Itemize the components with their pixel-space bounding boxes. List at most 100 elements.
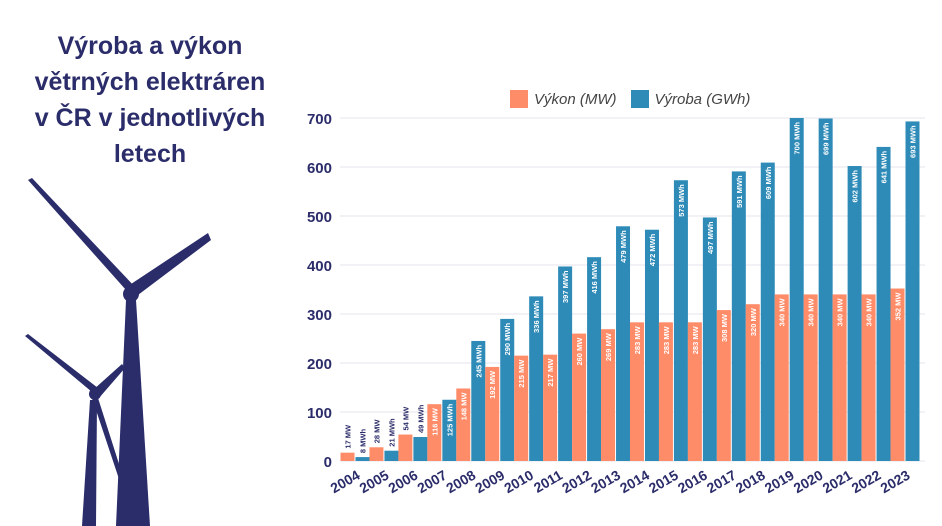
title-line: větrných elektráren [34, 68, 266, 96]
y-tick-label: 500 [307, 209, 332, 226]
y-tick-label: 700 [307, 111, 332, 128]
bar-vyroba [500, 318, 515, 461]
bar-vyroba [789, 118, 804, 461]
data-label: 693 MWh [909, 125, 918, 158]
data-label: 125 MWh [445, 403, 454, 436]
data-label: 700 MWh [793, 122, 802, 155]
y-tick-label: 400 [307, 258, 332, 275]
bar-vyroba [760, 162, 775, 461]
y-tick-label: 200 [307, 356, 332, 373]
y-tick-label: 100 [307, 405, 332, 422]
data-label: 290 MWh [503, 322, 512, 355]
bar-vykon [716, 310, 731, 461]
data-label: 49 MWh [416, 404, 425, 433]
data-label: 340 MW [865, 297, 874, 326]
data-label: 602 MWh [851, 170, 860, 203]
y-tick-label: 0 [324, 454, 332, 471]
bar-vykon [629, 322, 644, 461]
data-label: 245 MWh [474, 345, 483, 378]
data-label: 336 MWh [532, 300, 541, 333]
bar-vykon [369, 447, 384, 461]
data-label: 269 MW [604, 332, 613, 361]
data-label: 591 MWh [735, 175, 744, 208]
data-label: 340 MW [807, 297, 816, 326]
data-label: 148 MW [459, 392, 468, 421]
wind-turbines-illustration [25, 178, 211, 526]
bar-vykon [543, 354, 558, 461]
bar-vyroba [731, 171, 746, 461]
data-label: 472 MWh [648, 233, 657, 266]
bar-vykon [572, 333, 587, 461]
data-label: 283 MW [633, 325, 642, 354]
data-label: 116 MW [430, 407, 439, 435]
data-label: 340 MW [778, 297, 787, 326]
data-label: 260 MW [575, 337, 584, 366]
bar-vyroba [355, 457, 370, 461]
data-label: 641 MWh [880, 151, 889, 184]
data-label: 21 MWh [387, 418, 396, 447]
data-label: 320 MW [749, 307, 758, 336]
bar-vykon [514, 355, 529, 461]
data-label: 308 MW [720, 313, 729, 342]
legend-swatch [630, 90, 649, 108]
bar-vykon [890, 288, 905, 461]
y-tick-label: 600 [307, 160, 332, 177]
title-line: Výroba a výkon [57, 32, 243, 60]
title-line: v ČR v jednotlivých [34, 104, 266, 132]
data-label: 8 MWh [359, 428, 368, 453]
data-label: 340 MW [836, 297, 845, 326]
bar-vykon [745, 304, 760, 461]
page-title: Výroba a výkon větrných elektráren v ČR … [10, 28, 290, 172]
bar-vyroba [702, 217, 717, 461]
data-label: 192 MW [488, 370, 497, 399]
data-label: 28 MW [372, 419, 381, 444]
bar-vykon [398, 434, 413, 461]
bar-vykon [340, 452, 355, 461]
data-label: 17 MW [344, 424, 353, 449]
data-label: 609 MWh [764, 166, 773, 199]
y-tick-label: 300 [307, 307, 332, 324]
legend-item-vyroba: Výroba (GWh) [630, 90, 750, 108]
data-label: 416 MWh [590, 261, 599, 294]
data-label: 479 MWh [619, 230, 628, 263]
bar-vyroba [529, 296, 544, 461]
bar-vykon [456, 388, 471, 461]
bar-vyroba [644, 229, 659, 461]
data-label: 215 MW [517, 359, 526, 388]
data-label: 283 MW [662, 325, 671, 354]
data-label: 397 MWh [561, 270, 570, 303]
legend-label: Výkon (MW) [534, 90, 617, 108]
bar-vyroba [471, 340, 486, 461]
data-label: 217 MW [546, 358, 555, 387]
bar-vyroba [413, 436, 428, 461]
data-label: 283 MW [691, 325, 700, 354]
bar-vykon [774, 294, 789, 461]
data-label: 573 MWh [677, 184, 686, 217]
bar-vykon [687, 322, 702, 461]
bar-vykon [861, 294, 876, 461]
bar-vykon [658, 322, 673, 461]
bar-vykon [485, 366, 500, 461]
data-label: 352 MW [894, 292, 903, 321]
legend-swatch [510, 90, 528, 108]
data-label: 54 MW [401, 406, 410, 431]
bar-vykon [427, 404, 442, 461]
bar-vyroba [587, 257, 602, 461]
bar-vykon [803, 294, 818, 461]
bar-vyroba [558, 266, 573, 461]
bar-vyroba [442, 399, 457, 461]
bar-vyroba [876, 146, 891, 461]
bar-vyroba [847, 166, 862, 461]
bar-vyroba [673, 180, 688, 462]
title-line: letech [113, 140, 187, 168]
bar-vyroba [384, 450, 399, 461]
legend-item-vykon: Výkon (MW) [510, 90, 617, 108]
bar-vyroba [616, 226, 631, 461]
chart-legend: Výkon (MW) Výroba (GWh) [510, 90, 750, 108]
data-label: 699 MWh [822, 122, 831, 155]
x-tick-label: 2023 [878, 467, 913, 497]
bar-vyroba [818, 118, 833, 462]
bar-vykon [832, 294, 847, 461]
bar-vyroba [905, 121, 920, 462]
